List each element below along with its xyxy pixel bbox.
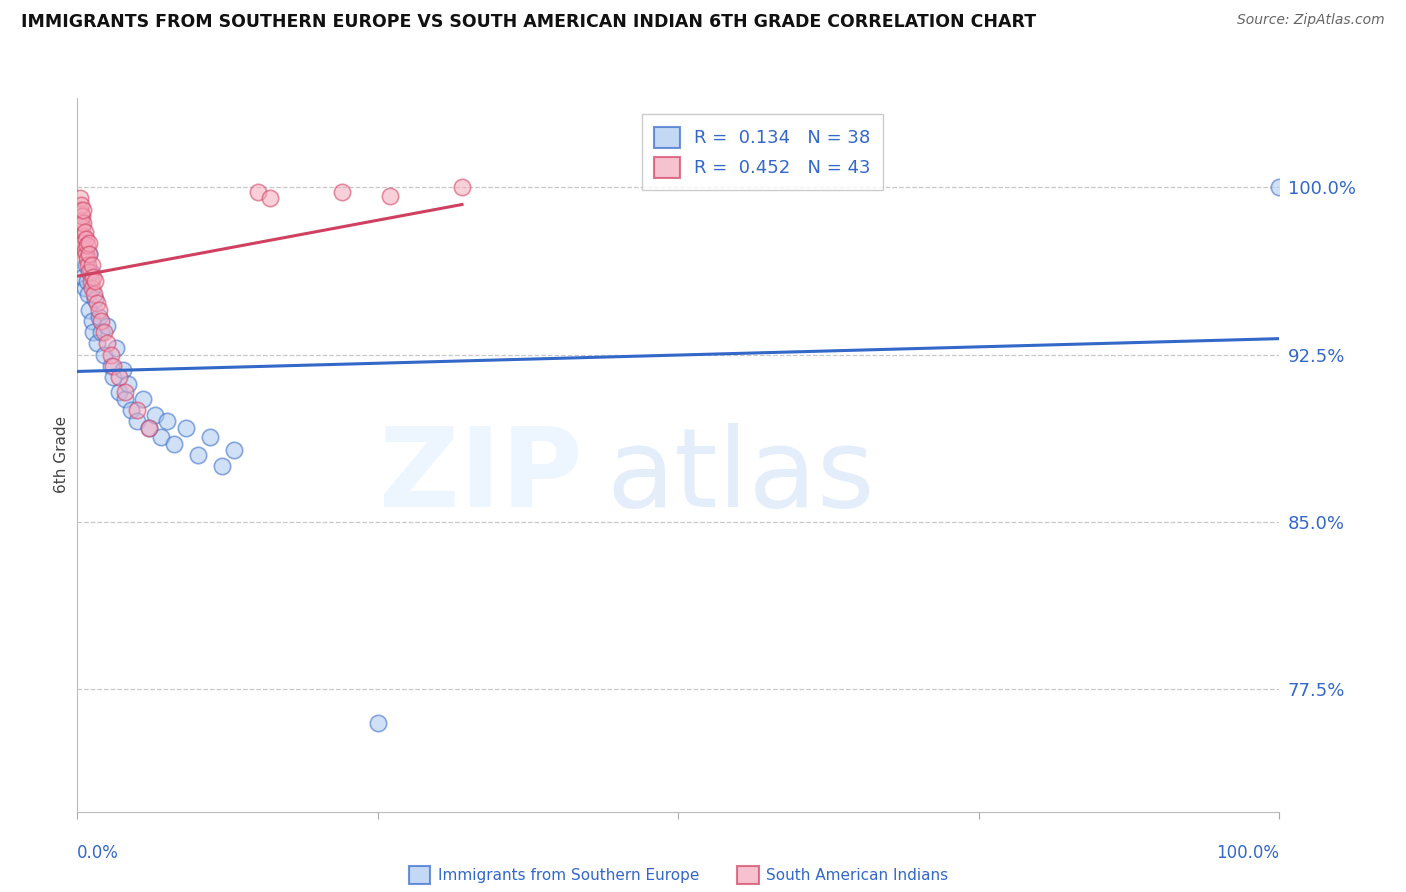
- Point: [76, 274, 98, 288]
- Point: [174, 421, 197, 435]
- Point: [90, 314, 112, 328]
- Point: [117, 376, 139, 391]
- Point: [75, 247, 97, 261]
- Point: [79, 303, 101, 318]
- Point: [86, 336, 108, 351]
- Text: Source: ZipAtlas.com: Source: ZipAtlas.com: [1237, 13, 1385, 28]
- Point: [84, 292, 107, 306]
- Point: [79, 265, 101, 279]
- Point: [76, 252, 98, 266]
- Point: [86, 296, 108, 310]
- Point: [80, 314, 103, 328]
- Point: [138, 421, 160, 435]
- Text: atlas: atlas: [606, 423, 875, 530]
- Point: [70, 213, 93, 227]
- Point: [72, 216, 94, 230]
- Point: [127, 403, 149, 417]
- Point: [72, 236, 94, 251]
- Point: [80, 281, 103, 295]
- Point: [138, 421, 160, 435]
- Point: [70, 207, 93, 221]
- Point: [330, 185, 353, 199]
- Point: [222, 443, 245, 458]
- Point: [79, 236, 101, 251]
- Point: [103, 359, 125, 373]
- Point: [72, 269, 94, 284]
- Point: [70, 198, 93, 212]
- Point: [82, 269, 104, 284]
- Point: [79, 247, 101, 261]
- Point: [96, 336, 118, 351]
- Point: [79, 247, 101, 261]
- Point: [72, 229, 94, 244]
- Point: [127, 414, 149, 429]
- Point: [82, 325, 104, 339]
- Point: [69, 202, 91, 217]
- Point: [451, 180, 474, 194]
- Point: [108, 385, 131, 400]
- Point: [75, 232, 97, 246]
- Point: [90, 325, 112, 339]
- Point: [77, 259, 100, 273]
- Point: [246, 185, 269, 199]
- Point: [79, 274, 101, 288]
- Point: [156, 414, 179, 429]
- Point: [108, 370, 131, 384]
- Point: [93, 348, 115, 362]
- Point: [120, 403, 142, 417]
- Point: [73, 225, 96, 239]
- Point: [77, 287, 100, 301]
- Text: ZIP: ZIP: [378, 423, 582, 530]
- Point: [87, 310, 110, 324]
- Point: [69, 192, 91, 206]
- Point: [80, 259, 103, 273]
- Point: [378, 189, 401, 203]
- Point: [83, 287, 105, 301]
- Point: [70, 220, 93, 235]
- Point: [93, 325, 115, 339]
- Point: [132, 392, 155, 407]
- Point: [100, 359, 122, 373]
- Point: [211, 459, 233, 474]
- Point: [198, 430, 221, 444]
- Point: [100, 348, 122, 362]
- Text: IMMIGRANTS FROM SOUTHERN EUROPE VS SOUTH AMERICAN INDIAN 6TH GRADE CORRELATION C: IMMIGRANTS FROM SOUTHERN EUROPE VS SOUTH…: [21, 13, 1036, 31]
- Point: [79, 265, 101, 279]
- Text: 100.0%: 100.0%: [1216, 844, 1279, 862]
- Point: [96, 318, 118, 333]
- Point: [70, 210, 93, 224]
- Point: [367, 715, 389, 730]
- Point: [150, 430, 173, 444]
- Point: [1268, 180, 1291, 194]
- Point: [186, 448, 209, 462]
- Point: [73, 243, 96, 257]
- Text: 0.0%: 0.0%: [77, 844, 120, 862]
- Point: [114, 392, 136, 407]
- Y-axis label: 6th Grade: 6th Grade: [53, 417, 69, 493]
- Point: [104, 341, 127, 355]
- Point: [87, 303, 110, 318]
- Point: [259, 192, 281, 206]
- Legend: R =  0.134   N = 38, R =  0.452   N = 43: R = 0.134 N = 38, R = 0.452 N = 43: [641, 114, 883, 190]
- Point: [145, 408, 167, 422]
- Point: [73, 281, 96, 295]
- Point: [84, 274, 107, 288]
- Point: [103, 370, 125, 384]
- Point: [162, 436, 184, 450]
- Point: [76, 238, 98, 252]
- Point: [111, 363, 134, 377]
- Point: [72, 202, 94, 217]
- Point: [75, 259, 97, 273]
- Point: [114, 385, 136, 400]
